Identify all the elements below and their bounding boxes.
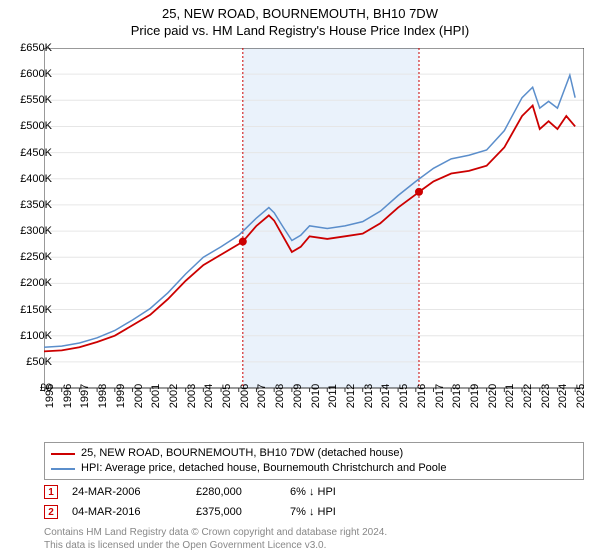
y-tick-label: £100K <box>2 330 52 342</box>
y-tick-label: £650K <box>2 42 52 54</box>
price-chart: 12 <box>44 48 584 418</box>
legend-row-hpi: HPI: Average price, detached house, Bour… <box>51 461 577 476</box>
x-tick-label: 2010 <box>310 384 322 408</box>
legend-swatch-hpi <box>51 468 75 470</box>
title-block: 25, NEW ROAD, BOURNEMOUTH, BH10 7DW Pric… <box>0 0 600 38</box>
legend-label-property: 25, NEW ROAD, BOURNEMOUTH, BH10 7DW (det… <box>81 446 403 461</box>
x-tick-label: 2003 <box>186 384 198 408</box>
footer-attribution: Contains HM Land Registry data © Crown c… <box>44 526 584 552</box>
x-tick-label: 1998 <box>97 384 109 408</box>
y-tick-label: £250K <box>2 251 52 263</box>
x-tick-label: 2013 <box>363 384 375 408</box>
y-tick-label: £200K <box>2 277 52 289</box>
title-subtitle: Price paid vs. HM Land Registry's House … <box>0 23 600 38</box>
sale-price-1: £280,000 <box>196 486 276 498</box>
x-tick-label: 2006 <box>239 384 251 408</box>
x-tick-label: 1997 <box>79 384 91 408</box>
x-tick-label: 2021 <box>504 384 516 408</box>
legend-swatch-property <box>51 453 75 455</box>
y-tick-label: £550K <box>2 94 52 106</box>
y-tick-label: £150K <box>2 304 52 316</box>
y-tick-label: £350K <box>2 199 52 211</box>
x-tick-label: 1999 <box>115 384 127 408</box>
x-tick-label: 2014 <box>380 384 392 408</box>
y-tick-label: £50K <box>2 356 52 368</box>
sale-row-2: 2 04-MAR-2016 £375,000 7% ↓ HPI <box>44 502 584 522</box>
x-tick-label: 2023 <box>540 384 552 408</box>
x-tick-label: 2002 <box>168 384 180 408</box>
legend-label-hpi: HPI: Average price, detached house, Bour… <box>81 461 446 476</box>
x-tick-label: 2022 <box>522 384 534 408</box>
x-tick-label: 2019 <box>469 384 481 408</box>
sale-row-1: 1 24-MAR-2006 £280,000 6% ↓ HPI <box>44 482 584 502</box>
x-tick-label: 2009 <box>292 384 304 408</box>
y-tick-label: £450K <box>2 147 52 159</box>
sale-marker-1: 1 <box>44 485 58 499</box>
footer-line-1: Contains HM Land Registry data © Crown c… <box>44 526 584 539</box>
y-tick-label: £500K <box>2 120 52 132</box>
sale-diff-2: 7% ↓ HPI <box>290 506 380 518</box>
y-tick-label: £400K <box>2 173 52 185</box>
x-tick-label: 2007 <box>256 384 268 408</box>
x-tick-label: 2015 <box>398 384 410 408</box>
sale-price-2: £375,000 <box>196 506 276 518</box>
sale-date-2: 04-MAR-2016 <box>72 506 182 518</box>
chart-container: 25, NEW ROAD, BOURNEMOUTH, BH10 7DW Pric… <box>0 0 600 560</box>
y-tick-label: £600K <box>2 68 52 80</box>
y-tick-label: £300K <box>2 225 52 237</box>
x-tick-label: 2024 <box>557 384 569 408</box>
x-tick-label: 2025 <box>575 384 587 408</box>
x-tick-label: 2004 <box>203 384 215 408</box>
x-tick-label: 2008 <box>274 384 286 408</box>
x-tick-label: 1996 <box>62 384 74 408</box>
title-address: 25, NEW ROAD, BOURNEMOUTH, BH10 7DW <box>0 6 600 21</box>
x-tick-label: 2016 <box>416 384 428 408</box>
sale-diff-1: 6% ↓ HPI <box>290 486 380 498</box>
footer-line-2: This data is licensed under the Open Gov… <box>44 539 584 552</box>
x-tick-label: 1995 <box>44 384 56 408</box>
x-tick-label: 2011 <box>327 384 339 408</box>
x-tick-label: 2020 <box>487 384 499 408</box>
x-tick-label: 2018 <box>451 384 463 408</box>
x-tick-label: 2012 <box>345 384 357 408</box>
sales-table: 1 24-MAR-2006 £280,000 6% ↓ HPI 2 04-MAR… <box>44 482 584 522</box>
x-tick-label: 2001 <box>150 384 162 408</box>
x-tick-label: 2017 <box>434 384 446 408</box>
sale-marker-2: 2 <box>44 505 58 519</box>
x-tick-label: 2005 <box>221 384 233 408</box>
legend: 25, NEW ROAD, BOURNEMOUTH, BH10 7DW (det… <box>44 442 584 480</box>
x-tick-label: 2000 <box>133 384 145 408</box>
sale-date-1: 24-MAR-2006 <box>72 486 182 498</box>
legend-row-property: 25, NEW ROAD, BOURNEMOUTH, BH10 7DW (det… <box>51 446 577 461</box>
